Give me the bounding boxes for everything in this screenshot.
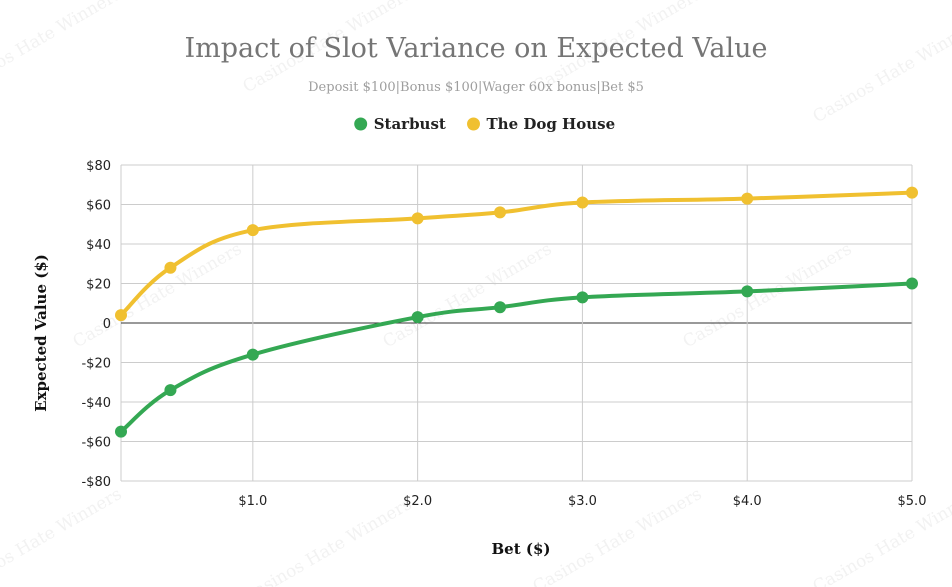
data-point-starbust[interactable] [246,348,259,361]
data-point-starbust[interactable] [494,301,507,314]
watermark-text: Casinos Hate Winners [530,484,706,587]
x-tick-label: $3.0 [568,494,597,509]
y-tick-label: -$80 [81,475,111,490]
y-tick-label: 0 [103,317,111,332]
chart-title: Impact of Slot Variance on Expected Valu… [184,33,767,64]
data-point-the-dog-house[interactable] [906,186,918,199]
y-tick-label: -$40 [81,396,111,411]
watermark-text: Casinos Hate Winners [810,14,952,127]
x-axis-ticks: $1.0 $2.0 $3.0 $4.0 $5.0 [238,494,926,509]
watermark-text: Casinos Hate Winners [0,484,125,587]
data-point-the-dog-house[interactable] [741,192,754,205]
data-point-starbust[interactable] [411,311,424,324]
legend-label: Starbust [374,115,446,133]
legend-label: The Dog House [487,115,616,133]
data-point-the-dog-house[interactable] [246,224,259,237]
watermark-text: Casinos Hate Winners [70,239,246,352]
y-axis-title: Expected Value ($) [32,254,50,412]
y-tick-label: $20 [86,278,111,293]
series-line-starbust [119,281,914,434]
data-point-the-dog-house[interactable] [115,309,127,322]
data-point-starbust[interactable] [115,425,127,438]
series-layer [115,186,918,438]
series-the-dog-house [115,186,918,322]
watermark-text: Casinos Hate Winners [380,239,556,352]
legend: Starbust The Dog House [354,115,615,133]
legend-marker [467,117,480,131]
y-tick-label: -$60 [81,436,111,451]
data-point-the-dog-house[interactable] [164,261,177,274]
y-tick-label: $40 [86,238,111,253]
x-tick-label: $4.0 [733,494,762,509]
watermark-text: Casinos Hate Winners [0,0,125,97]
y-axis-ticks: $80 $60 $40 $20 0 -$20 -$40 -$60 -$80 [81,159,111,490]
watermark-text: Casinos Hate Winners [810,484,952,587]
data-point-the-dog-house[interactable] [411,212,424,225]
y-tick-label: -$20 [81,357,111,372]
x-tick-label: $2.0 [403,494,432,509]
data-point-starbust[interactable] [741,285,754,298]
data-point-the-dog-house[interactable] [576,196,589,209]
x-tick-label: $1.0 [238,494,267,509]
legend-item-the-dog-house[interactable]: The Dog House [467,115,615,133]
grid-lines [120,164,913,482]
series-starbust [115,277,918,438]
data-point-starbust[interactable] [576,291,589,304]
y-tick-label: $80 [86,159,111,174]
chart-subtitle: Deposit $100|Bonus $100|Wager 60x bonus|… [308,80,644,95]
data-point-the-dog-house[interactable] [494,206,507,219]
legend-marker [354,117,368,131]
legend-item-starbust[interactable]: Starbust [354,115,446,133]
y-tick-label: $60 [86,199,111,214]
data-point-starbust[interactable] [906,277,918,290]
x-axis-title: Bet ($) [491,540,550,558]
watermark-text: Casinos Hate Winners [680,239,856,352]
x-tick-label: $5.0 [898,494,927,509]
data-point-starbust[interactable] [164,384,177,397]
